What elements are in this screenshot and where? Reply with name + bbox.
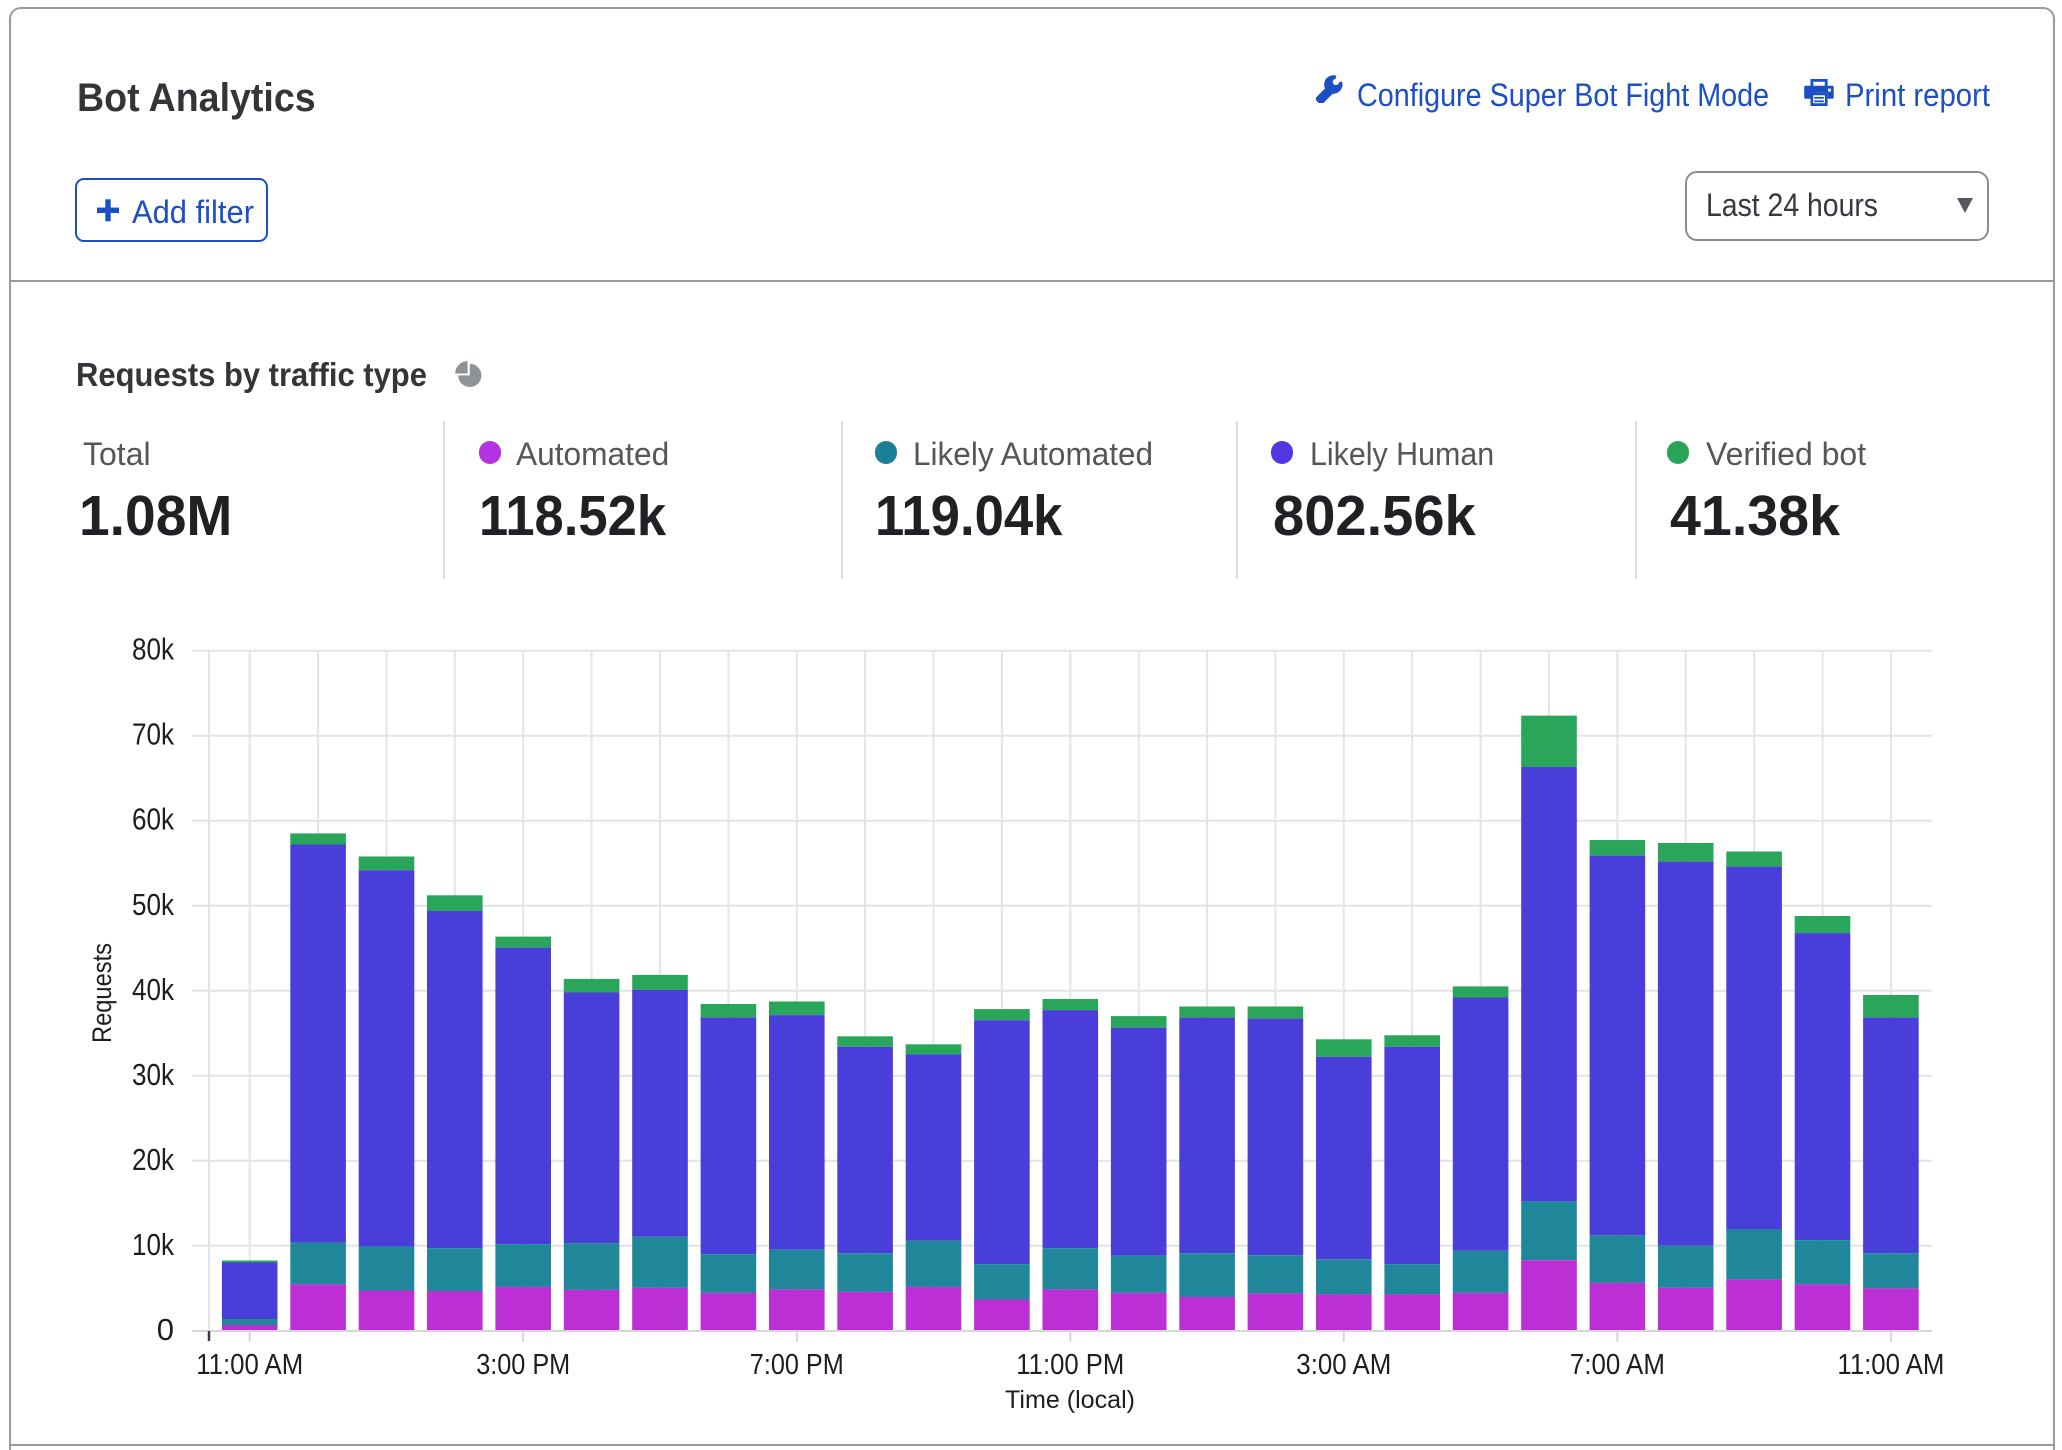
svg-text:10k: 10k — [132, 1227, 174, 1262]
svg-text:7:00 PM: 7:00 PM — [750, 1349, 844, 1381]
svg-text:70k: 70k — [132, 717, 174, 752]
svg-text:30k: 30k — [132, 1057, 174, 1092]
svg-text:Requests: Requests — [87, 943, 117, 1043]
svg-text:11:00 PM: 11:00 PM — [1016, 1349, 1124, 1381]
svg-text:Time (local): Time (local) — [1005, 1386, 1135, 1414]
svg-text:3:00 PM: 3:00 PM — [476, 1349, 570, 1381]
svg-text:7:00 AM: 7:00 AM — [1570, 1349, 1665, 1381]
svg-text:11:00 AM: 11:00 AM — [1837, 1349, 1944, 1381]
svg-text:20k: 20k — [132, 1142, 174, 1177]
svg-text:0: 0 — [157, 1312, 174, 1347]
svg-text:3:00 AM: 3:00 AM — [1296, 1349, 1391, 1381]
svg-text:40k: 40k — [132, 972, 174, 1007]
svg-text:11:00 AM: 11:00 AM — [196, 1349, 303, 1381]
svg-text:50k: 50k — [132, 887, 174, 922]
svg-text:60k: 60k — [132, 802, 174, 837]
svg-text:80k: 80k — [132, 632, 174, 667]
